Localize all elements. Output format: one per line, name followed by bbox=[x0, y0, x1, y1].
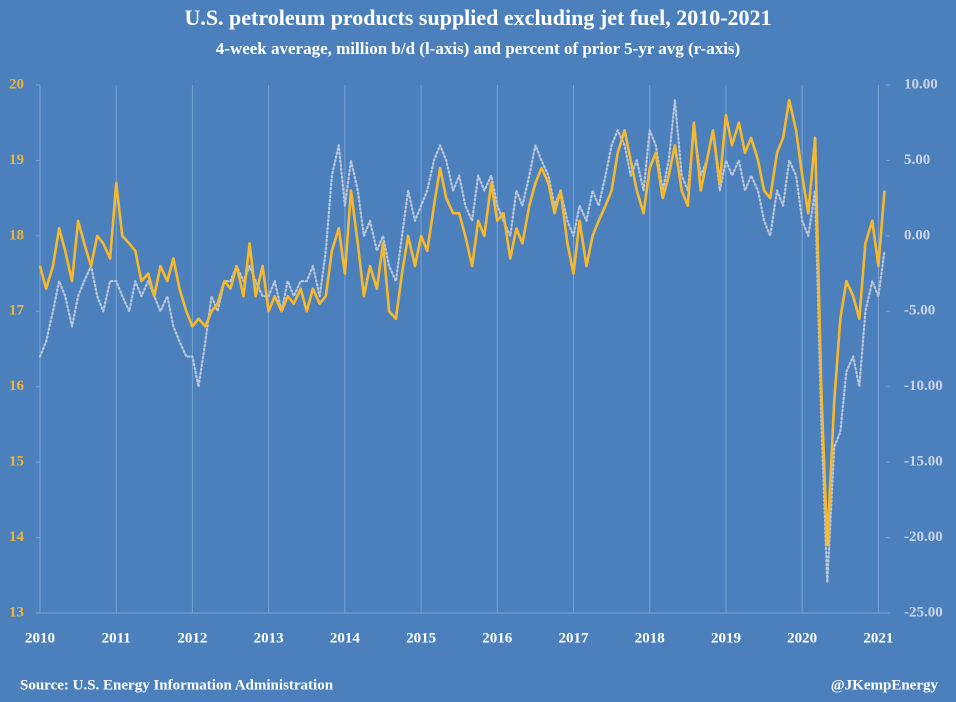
chart-title: U.S. petroleum products supplied excludi… bbox=[184, 5, 771, 30]
x-tick-label: 2013 bbox=[254, 630, 284, 646]
y-tick-label: 15 bbox=[9, 454, 24, 470]
y2-tick-label: -5.00 bbox=[904, 303, 935, 319]
x-tick-label: 2019 bbox=[711, 630, 741, 646]
y-tick-label: 17 bbox=[9, 303, 25, 319]
credit: @JKempEnergy bbox=[831, 677, 939, 693]
chart-subtitle: 4-week average, million b/d (l-axis) and… bbox=[216, 39, 740, 58]
y2-tick-label: -20.00 bbox=[904, 529, 943, 545]
x-tick-label: 2012 bbox=[177, 630, 207, 646]
x-tick-label: 2010 bbox=[25, 630, 55, 646]
x-tick-label: 2011 bbox=[102, 630, 131, 646]
y-tick-label: 13 bbox=[9, 604, 24, 620]
source: Source: U.S. Energy Information Administ… bbox=[20, 677, 334, 693]
y-tick-label: 16 bbox=[9, 378, 25, 394]
y2-tick-label: -15.00 bbox=[904, 454, 943, 470]
y-tick-label: 20 bbox=[9, 76, 24, 92]
x-tick-label: 2018 bbox=[635, 630, 665, 646]
y-tick-label: 18 bbox=[9, 227, 24, 243]
y2-tick-label: 10.00 bbox=[904, 76, 938, 92]
x-tick-label: 2020 bbox=[787, 630, 817, 646]
line-series bbox=[38, 98, 886, 547]
y2-tick-label: 5.00 bbox=[904, 152, 930, 168]
y-tick-label: 14 bbox=[9, 529, 25, 545]
line-series bbox=[38, 99, 886, 584]
y-tick-label: 19 bbox=[9, 152, 24, 168]
y2-tick-label: 0.00 bbox=[904, 227, 930, 243]
x-tick-label: 2014 bbox=[330, 630, 361, 646]
x-tick-label: 2015 bbox=[406, 630, 436, 646]
x-tick-label: 2016 bbox=[482, 630, 513, 646]
y2-tick-label: -25.00 bbox=[904, 604, 943, 620]
x-tick-label: 2017 bbox=[559, 630, 590, 646]
y2-tick-label: -10.00 bbox=[904, 378, 943, 394]
x-tick-label: 2021 bbox=[863, 630, 893, 646]
